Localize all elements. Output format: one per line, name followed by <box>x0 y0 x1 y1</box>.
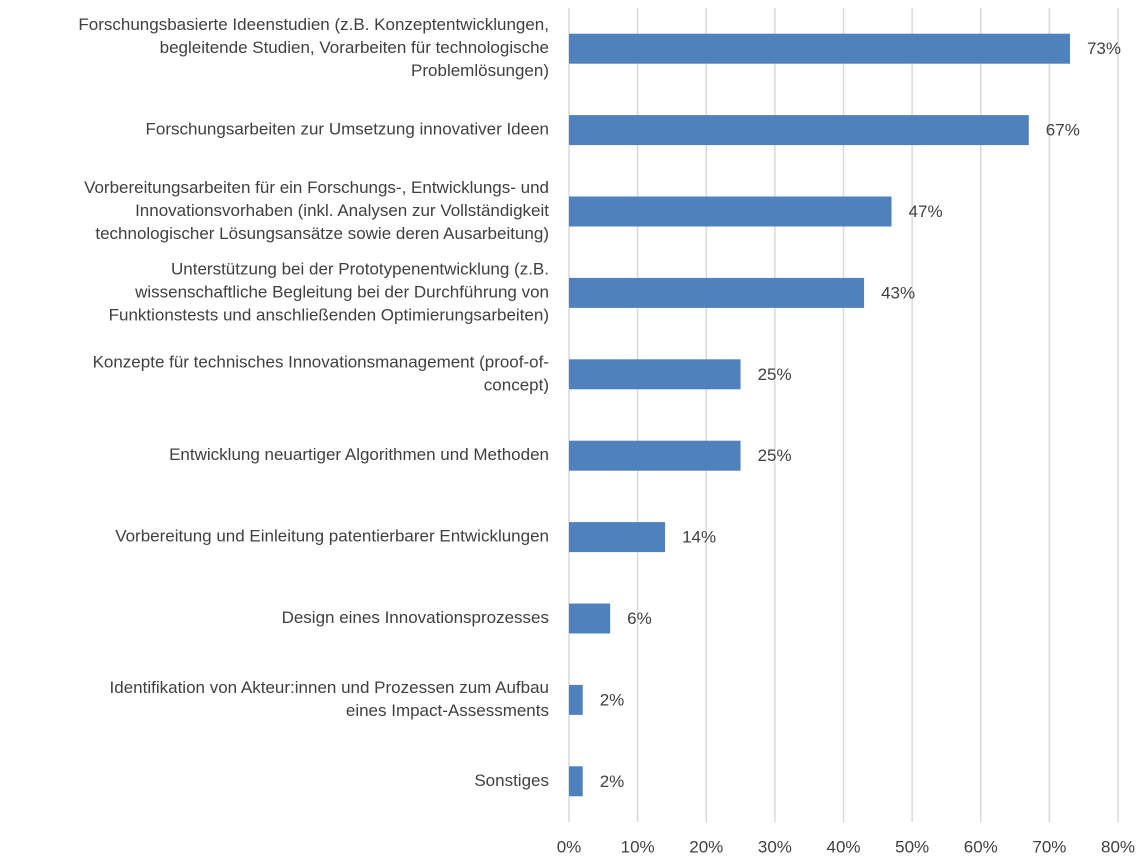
x-tick-label: 70% <box>1032 837 1066 856</box>
y-tick-label: Entwicklung neuartiger Algorithmen und M… <box>169 445 549 464</box>
x-tick-label: 10% <box>621 837 655 856</box>
data-label: 6% <box>627 609 652 628</box>
x-tick-label: 30% <box>758 837 792 856</box>
bar <box>569 277 865 308</box>
bar <box>569 603 611 634</box>
y-tick-label: Innovationsvorhaben (inkl. Analysen zur … <box>135 201 549 220</box>
data-label: 14% <box>682 528 716 547</box>
y-tick-label: Funktionstests und anschließenden Optimi… <box>109 305 549 324</box>
bar <box>569 684 583 715</box>
data-label: 43% <box>881 283 915 302</box>
x-tick-label: 60% <box>964 837 998 856</box>
x-tick-label: 0% <box>557 837 582 856</box>
y-tick-label: eines Impact-Assessments <box>346 701 549 720</box>
bar <box>569 196 892 227</box>
data-label: 25% <box>758 446 792 465</box>
y-tick-label: begleitende Studien, Vorarbeiten für tec… <box>160 38 549 57</box>
y-tick-label: Forschungsarbeiten zur Umsetzung innovat… <box>146 120 550 139</box>
data-label: 67% <box>1046 121 1080 140</box>
bar <box>569 115 1029 146</box>
y-tick-label: concept) <box>484 375 549 394</box>
y-tick-label: Unterstützung bei der Prototypenentwickl… <box>171 259 549 278</box>
y-tick-label: Forschungsbasierte Ideenstudien (z.B. Ko… <box>78 15 549 34</box>
data-label: 73% <box>1087 39 1121 58</box>
y-tick-label: Vorbereitungsarbeiten für ein Forschungs… <box>84 178 549 197</box>
bar <box>569 33 1070 64</box>
y-tick-label: Konzepte für technisches Innovationsmana… <box>93 352 549 371</box>
y-tick-label: Design eines Innovationsprozesses <box>282 608 549 627</box>
x-tick-label: 40% <box>826 837 860 856</box>
y-tick-label: Problemlösungen) <box>411 61 549 80</box>
data-label: 2% <box>600 690 625 709</box>
y-tick-label: Sonstiges <box>474 771 549 790</box>
bar <box>569 522 666 553</box>
bar <box>569 359 741 390</box>
y-tick-label: Vorbereitung und Einleitung patentierbar… <box>115 527 549 546</box>
data-label: 47% <box>909 202 943 221</box>
y-tick-label: wissenschaftliche Begleitung bei der Dur… <box>134 282 549 301</box>
bar <box>569 440 741 471</box>
x-tick-label: 80% <box>1101 837 1135 856</box>
bar <box>569 766 583 797</box>
y-tick-label: technologischer Lösungsansätze sowie der… <box>95 224 549 243</box>
y-tick-label: Identifikation von Akteur:innen und Proz… <box>110 678 549 697</box>
data-label: 25% <box>758 365 792 384</box>
x-tick-label: 20% <box>689 837 723 856</box>
data-label: 2% <box>600 772 625 791</box>
x-tick-label: 50% <box>895 837 929 856</box>
